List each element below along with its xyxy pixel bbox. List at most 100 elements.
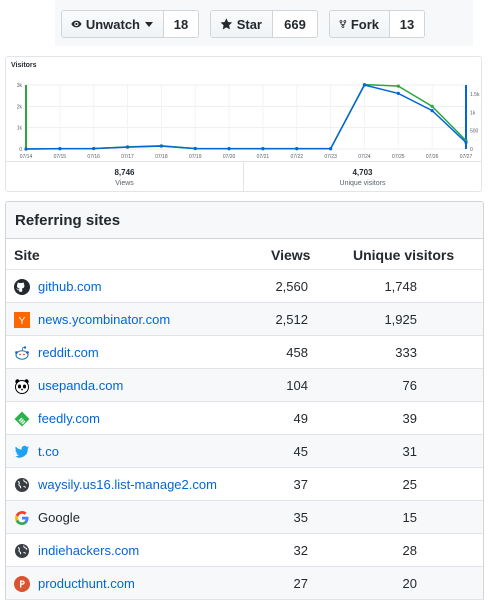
table-row: Google 35 15 [6, 501, 483, 534]
views-cell: 2,512 [275, 312, 308, 327]
site-link[interactable]: feedly.com [38, 411, 100, 426]
data-point [295, 147, 299, 151]
data-point [396, 91, 400, 96]
x-tick-label: 07/23 [324, 154, 337, 160]
github-icon [14, 279, 30, 295]
unique-visitors-cell: 76 [402, 378, 417, 393]
data-point [159, 144, 163, 148]
unique-visitors-cell: 1,925 [384, 312, 417, 327]
globe-icon [14, 477, 30, 493]
column-header-unique-visitors: Unique visitors [353, 247, 455, 263]
unique-visitors-summary: 4,703 Unique visitors [243, 162, 481, 192]
site-link[interactable]: indiehackers.com [38, 543, 140, 558]
star-button[interactable]: Star [211, 11, 273, 37]
twitter-icon [14, 444, 30, 460]
unique-visitors-cell: 25 [402, 477, 417, 492]
ycombinator-icon: Y [14, 312, 30, 328]
y-right-tick-label: 1.5k [470, 92, 480, 98]
table-row: t.co 45 31 [6, 435, 483, 468]
site-link[interactable]: usepanda.com [38, 378, 124, 393]
column-header-views: Views [271, 247, 311, 263]
star-label: Star [236, 16, 262, 32]
data-point [92, 146, 96, 151]
y-left-tick-label: 2k [17, 104, 23, 110]
site-link[interactable]: t.co [38, 444, 59, 459]
data-point [24, 147, 28, 151]
data-point [329, 147, 333, 151]
site-link[interactable]: waysily.us16.list-manage2.com [38, 477, 217, 492]
fork-button-group: Fork 13 [329, 10, 425, 38]
views-cell: 104 [286, 378, 308, 393]
watchers-count[interactable]: 18 [164, 11, 198, 37]
x-tick-label: 07/17 [121, 154, 134, 160]
forks-count[interactable]: 13 [390, 11, 424, 37]
y-left-tick-label: 1k [17, 126, 23, 132]
site-link[interactable]: reddit.com [38, 345, 99, 360]
repo-action-bar: Unwatch 18 Star 669 Fork 13 [0, 0, 490, 48]
stargazers-count[interactable]: 669 [273, 11, 317, 37]
unwatch-button[interactable]: Unwatch [62, 11, 164, 37]
site-link[interactable]: github.com [38, 279, 102, 294]
fork-label: Fork [350, 16, 379, 32]
y-right-tick-label: 1k [470, 110, 476, 116]
x-tick-label: 07/14 [20, 154, 33, 160]
data-point [464, 140, 468, 145]
chevron-down-icon[interactable] [145, 21, 153, 27]
data-point [261, 147, 265, 151]
data-point [193, 146, 197, 151]
x-tick-label: 07/21 [257, 154, 270, 160]
x-tick-label: 07/22 [291, 154, 304, 160]
eye-icon [71, 20, 82, 28]
chart-summary: 8,746 Views 4,703 Unique visitors [6, 161, 481, 192]
producthunt-icon [14, 576, 30, 592]
table-row: usepanda.com 104 76 [6, 369, 483, 402]
table-row: producthunt.com 27 20 [6, 567, 483, 600]
x-tick-label: 07/24 [358, 154, 371, 160]
views-cell: 45 [293, 444, 308, 459]
x-tick-label: 07/15 [54, 154, 67, 160]
table-row: reddit.com 458 333 [6, 336, 483, 369]
y-right-tick-label: 0 [470, 147, 473, 153]
x-tick-label: 07/20 [223, 154, 236, 160]
reddit-icon [14, 345, 30, 361]
column-header-site: Site [14, 247, 40, 263]
y-right-tick-label: 500 [470, 129, 479, 135]
feedly-icon [14, 411, 30, 427]
unique-visitors-cell: 15 [402, 510, 417, 525]
unique-visitors-cell: 20 [402, 576, 417, 591]
chart-title: Visitors [11, 62, 37, 69]
unique-visitors-cell: 28 [402, 543, 417, 558]
table-row: github.com 2,560 1,748 [6, 270, 483, 303]
views-cell: 37 [293, 477, 308, 492]
svg-text:Y: Y [19, 316, 26, 327]
y-left-tick-label: 3k [17, 83, 23, 89]
data-point [58, 147, 62, 151]
watch-button-group: Unwatch 18 [61, 10, 199, 38]
panda-icon [14, 378, 30, 394]
y-left-tick-label: 0 [19, 147, 22, 153]
data-point [362, 83, 367, 87]
google-icon [14, 510, 30, 526]
views-cell: 32 [293, 543, 308, 558]
referring-sites-panel: Referring sites Site Views Unique visito… [5, 201, 484, 600]
data-point [125, 145, 130, 149]
unique-visitors-value: 4,703 [352, 168, 373, 177]
x-tick-label: 07/19 [189, 154, 202, 160]
unwatch-label: Unwatch [85, 16, 140, 32]
series-line [25, 84, 467, 150]
x-tick-label: 07/16 [87, 154, 100, 160]
unique-visitors-cell: 39 [402, 411, 417, 426]
data-point [430, 109, 434, 113]
fork-button[interactable]: Fork [330, 11, 390, 37]
table-row: waysily.us16.list-manage2.com 37 25 [6, 468, 483, 501]
views-cell: 2,560 [275, 279, 308, 294]
site-link[interactable]: producthunt.com [38, 576, 135, 591]
x-tick-label: 07/26 [426, 154, 439, 160]
site-link[interactable]: news.ycombinator.com [38, 312, 171, 327]
unique-visitors-cell: 31 [402, 444, 417, 459]
unique-visitors-label: Unique visitors [339, 180, 386, 187]
star-icon [220, 18, 233, 30]
referring-sites-column-headers: Site Views Unique visitors [6, 239, 483, 270]
